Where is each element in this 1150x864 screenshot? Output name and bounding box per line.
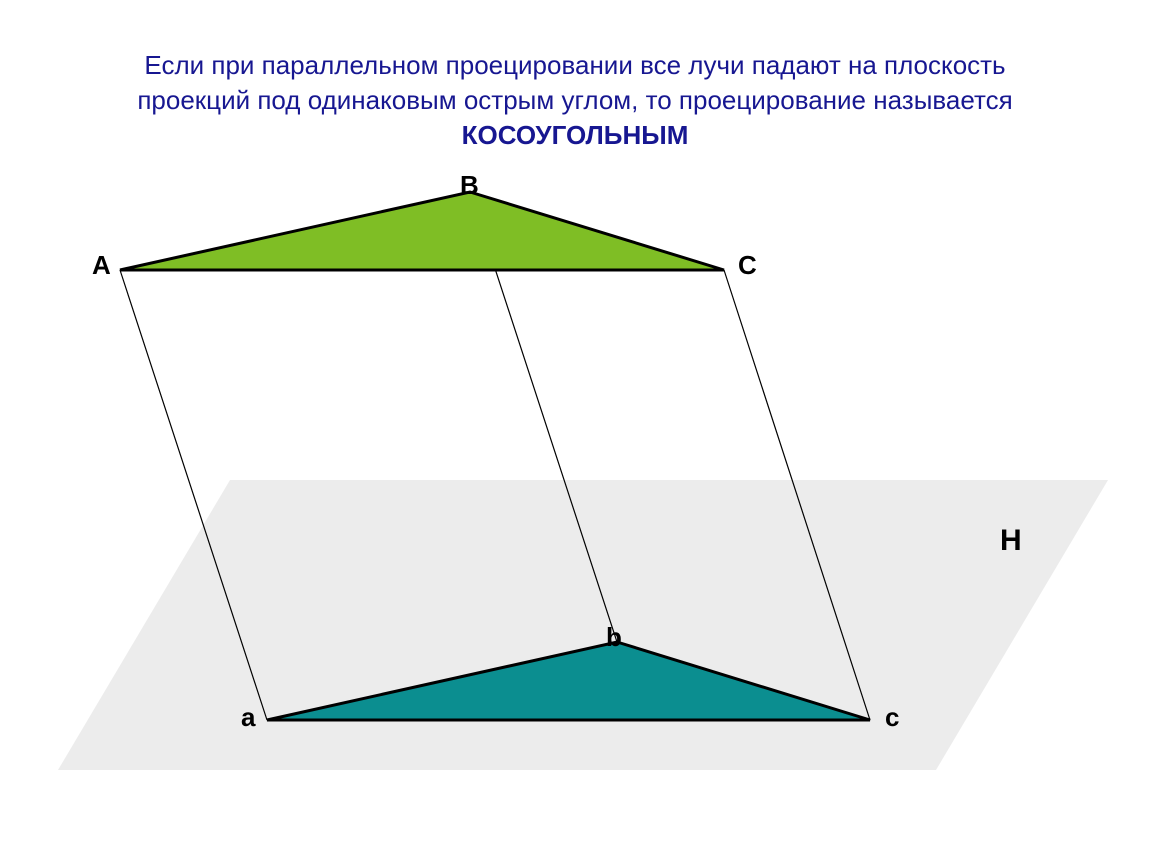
- label-A: A: [92, 250, 111, 280]
- label-C: C: [738, 250, 757, 280]
- upper-triangle: [120, 192, 724, 270]
- label-c: c: [885, 702, 899, 732]
- label-a: a: [241, 702, 256, 732]
- label-B: B: [460, 170, 479, 200]
- label-b: b: [606, 622, 622, 652]
- label-plane-H: H: [1000, 524, 1022, 557]
- projection-plane: [58, 480, 1108, 770]
- projection-diagram: A B Ca b c H: [0, 0, 1150, 864]
